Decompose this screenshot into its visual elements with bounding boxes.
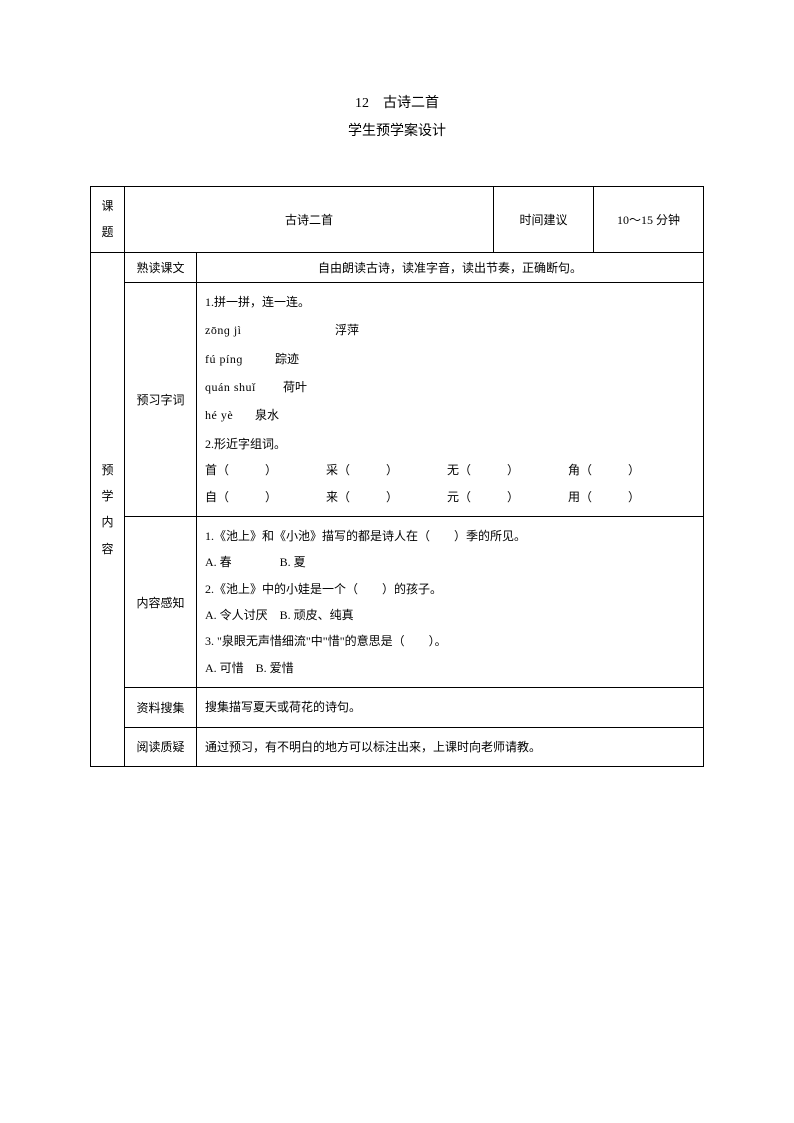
row-collect-text: 搜集描写夏天或荷花的诗句。 — [197, 688, 704, 727]
hdr-time-label: 时间建议 — [494, 187, 594, 253]
row-question-text: 通过预习，有不明白的地方可以标注出来，上课时向老师请教。 — [197, 727, 704, 766]
row-content-body: 1.《池上》和《小池》描写的都是诗人在（ ）季的所见。 A. 春 B. 夏 2.… — [197, 516, 704, 687]
row-words: 预习字词 1.拼一拼，连一连。 zōnɡ jì浮萍 fú pínɡ踪迹 quán… — [91, 282, 704, 516]
row-question-label: 阅读质疑 — [125, 727, 197, 766]
row-read-label: 熟读课文 — [125, 252, 197, 282]
pinyin-3b: 荷叶 — [283, 380, 307, 394]
q2-options: A. 令人讨厌 B. 顽皮、纯真 — [205, 602, 695, 628]
header-row: 课题 古诗二首 时间建议 10～15 分钟 — [91, 187, 704, 253]
row-collect: 资料搜集 搜集描写夏天或荷花的诗句。 — [91, 688, 704, 727]
sidebar-label: 预 学 内 容 — [91, 252, 125, 766]
words-line2: 2.形近字组词。 — [205, 431, 695, 457]
words-line1: 1.拼一拼，连一连。 — [205, 289, 695, 315]
pinyin-4a: hé yè — [205, 402, 255, 428]
q2: 2.《池上》中的小娃是一个（ ）的孩子。 — [205, 576, 695, 602]
pinyin-2a: fú pínɡ — [205, 346, 275, 372]
row-question: 阅读质疑 通过预习，有不明白的地方可以标注出来，上课时向老师请教。 — [91, 727, 704, 766]
row-content-label: 内容感知 — [125, 516, 197, 687]
worksheet-table: 课题 古诗二首 时间建议 10～15 分钟 预 学 内 容 熟读课文 自由朗读古… — [90, 186, 704, 767]
hdr-topic-label: 课题 — [91, 187, 125, 253]
row-content: 内容感知 1.《池上》和《小池》描写的都是诗人在（ ）季的所见。 A. 春 B.… — [91, 516, 704, 687]
pinyin-2b: 踪迹 — [275, 352, 299, 366]
row-words-label: 预习字词 — [125, 282, 197, 516]
char-row-2: 自（ ） 来（ ） 元（ ） 用（ ） — [205, 484, 695, 510]
q3-options: A. 可惜 B. 爱惜 — [205, 655, 695, 681]
q3: 3. "泉眼无声惜细流"中"惜"的意思是（ ）。 — [205, 628, 695, 654]
row-read-text: 自由朗读古诗，读准字音，读出节奏，正确断句。 — [197, 252, 704, 282]
hdr-time-value: 10～15 分钟 — [594, 187, 704, 253]
title-block: 12 古诗二首 学生预学案设计 — [90, 90, 704, 146]
hdr-topic-value: 古诗二首 — [125, 187, 494, 253]
title-line-1: 12 古诗二首 — [90, 90, 704, 118]
row-collect-label: 资料搜集 — [125, 688, 197, 727]
row-read: 预 学 内 容 熟读课文 自由朗读古诗，读准字音，读出节奏，正确断句。 — [91, 252, 704, 282]
pinyin-4b: 泉水 — [255, 408, 279, 422]
row-words-content: 1.拼一拼，连一连。 zōnɡ jì浮萍 fú pínɡ踪迹 quán shuǐ… — [197, 282, 704, 516]
pinyin-1b: 浮萍 — [335, 323, 359, 337]
q1-options: A. 春 B. 夏 — [205, 549, 695, 575]
pinyin-1a: zōnɡ jì — [205, 317, 335, 343]
q1: 1.《池上》和《小池》描写的都是诗人在（ ）季的所见。 — [205, 523, 695, 549]
char-row-1: 首（ ） 采（ ） 无（ ） 角（ ） — [205, 457, 695, 483]
pinyin-3a: quán shuǐ — [205, 374, 283, 400]
title-line-2: 学生预学案设计 — [90, 118, 704, 146]
